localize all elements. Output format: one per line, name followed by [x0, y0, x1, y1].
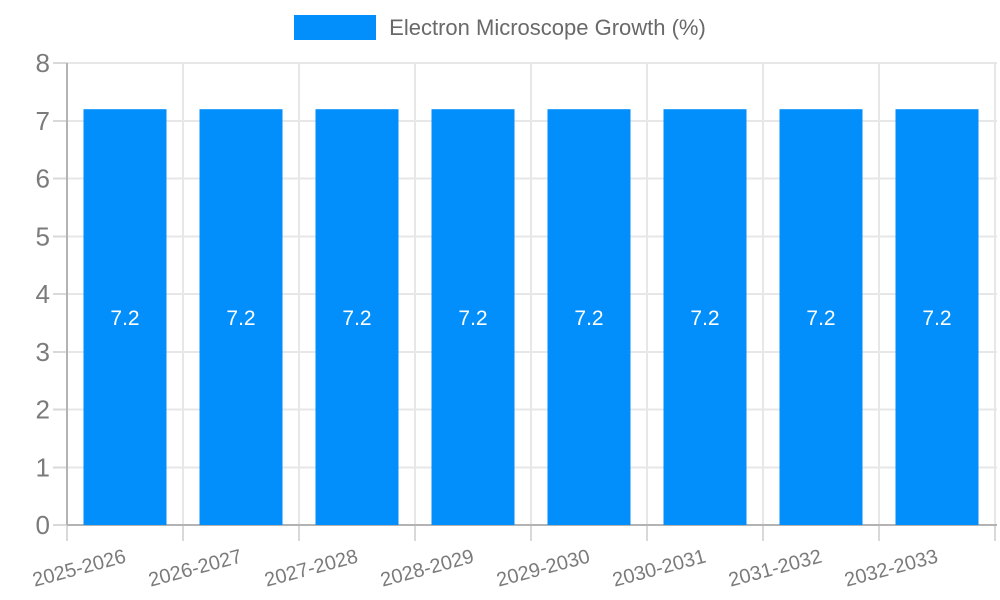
bar-value-label: 7.2 [458, 307, 487, 330]
legend-label: Electron Microscope Growth (%) [389, 15, 706, 40]
x-axis-category-label: 2026-2027 [146, 546, 244, 592]
y-axis-tick-label: 1 [36, 452, 50, 482]
legend-swatch [294, 15, 377, 40]
bar-value-label: 7.2 [110, 307, 139, 330]
bar-value-label: 7.2 [922, 307, 951, 330]
y-axis-tick-label: 6 [36, 164, 50, 194]
bar-value-label: 7.2 [226, 307, 255, 330]
bar[interactable] [779, 109, 863, 525]
y-axis-tick-label: 4 [36, 279, 50, 309]
x-axis-category-label: 2028-2029 [378, 546, 476, 592]
bar[interactable] [83, 109, 167, 525]
bar[interactable] [895, 109, 979, 525]
bar-value-label: 7.2 [574, 307, 603, 330]
x-axis-category-label: 2032-2033 [842, 546, 940, 592]
y-axis-tick-label: 7 [36, 106, 50, 136]
bar[interactable] [315, 109, 399, 525]
bar[interactable] [199, 109, 283, 525]
y-axis-tick-label: 8 [36, 48, 50, 78]
bar-value-label: 7.2 [806, 307, 835, 330]
bar[interactable] [663, 109, 747, 525]
x-axis-category-label: 2025-2026 [30, 546, 128, 592]
y-axis-tick-label: 2 [36, 395, 50, 425]
bar[interactable] [547, 109, 631, 525]
x-axis-category-label: 2030-2031 [610, 546, 708, 592]
bar-value-label: 7.2 [690, 307, 719, 330]
y-axis-tick-label: 0 [36, 510, 50, 540]
legend[interactable]: Electron Microscope Growth (%) [0, 15, 1000, 40]
bar[interactable] [431, 109, 515, 525]
x-axis-category-label: 2031-2032 [726, 546, 824, 592]
x-axis-category-label: 2027-2028 [262, 546, 360, 592]
y-axis-tick-label: 3 [36, 337, 50, 367]
y-axis-tick-label: 5 [36, 221, 50, 251]
x-axis-category-label: 2029-2030 [494, 546, 592, 592]
bar-value-label: 7.2 [342, 307, 371, 330]
